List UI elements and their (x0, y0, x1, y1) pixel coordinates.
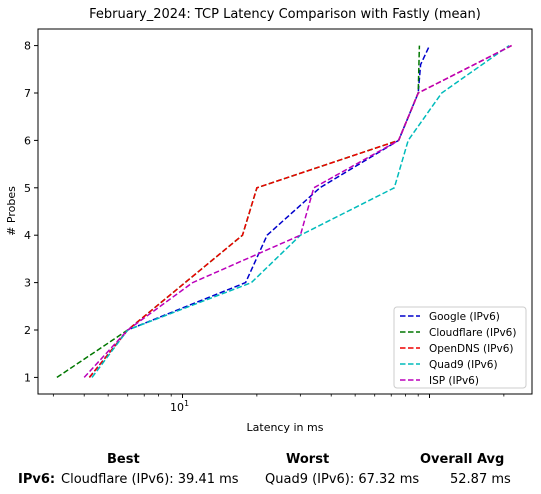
y-tick-label: 6 (24, 134, 31, 147)
series-line-4 (83, 44, 512, 378)
y-tick-label: 3 (24, 277, 31, 290)
y-tick-label: 2 (24, 324, 31, 337)
chart-title: February_2024: TCP Latency Comparison wi… (89, 7, 481, 22)
y-tick-label: 5 (24, 182, 31, 195)
latency-chart: February_2024: TCP Latency Comparison wi… (5, 7, 533, 434)
legend-label: OpenDNS (IPv6) (429, 343, 514, 355)
y-tick-label: 8 (24, 40, 31, 53)
worst-header: Worst (286, 452, 330, 467)
legend-box (393, 306, 527, 389)
y-tick-label: 4 (24, 229, 31, 242)
series-line-0 (88, 45, 431, 378)
overall-value: 52.87 ms (450, 472, 511, 487)
series-lines (56, 44, 512, 379)
legend-label: ISP (IPv6) (429, 375, 479, 387)
row-label: IPv6: (18, 472, 56, 487)
plot-area (37, 28, 533, 395)
series-line-3 (91, 44, 510, 378)
legend: Google (IPv6) Cloudflare (IPv6) OpenDNS (I… (393, 306, 527, 389)
legend-label: Google (IPv6) (429, 311, 500, 323)
axis-ticks: 1 2 3 4 5 6 7 8 101 (24, 40, 505, 414)
y-tick-label: 1 (24, 371, 31, 384)
y-tick-label: 7 (24, 87, 31, 100)
series-line-1 (56, 45, 421, 379)
best-header: Best (107, 452, 140, 467)
best-value: Cloudflare (IPv6): 39.41 ms (61, 472, 239, 487)
legend-label: Cloudflare (IPv6) (429, 327, 516, 339)
x-axis-label: Latency in ms (247, 421, 324, 434)
overall-header: Overall Avg (420, 452, 505, 467)
worst-value: Quad9 (IPv6): 67.32 ms (265, 472, 420, 487)
x-tick-label: 101 (170, 399, 189, 414)
y-axis-label: # Probes (5, 186, 18, 236)
legend-label: Quad9 (IPv6) (429, 359, 498, 371)
